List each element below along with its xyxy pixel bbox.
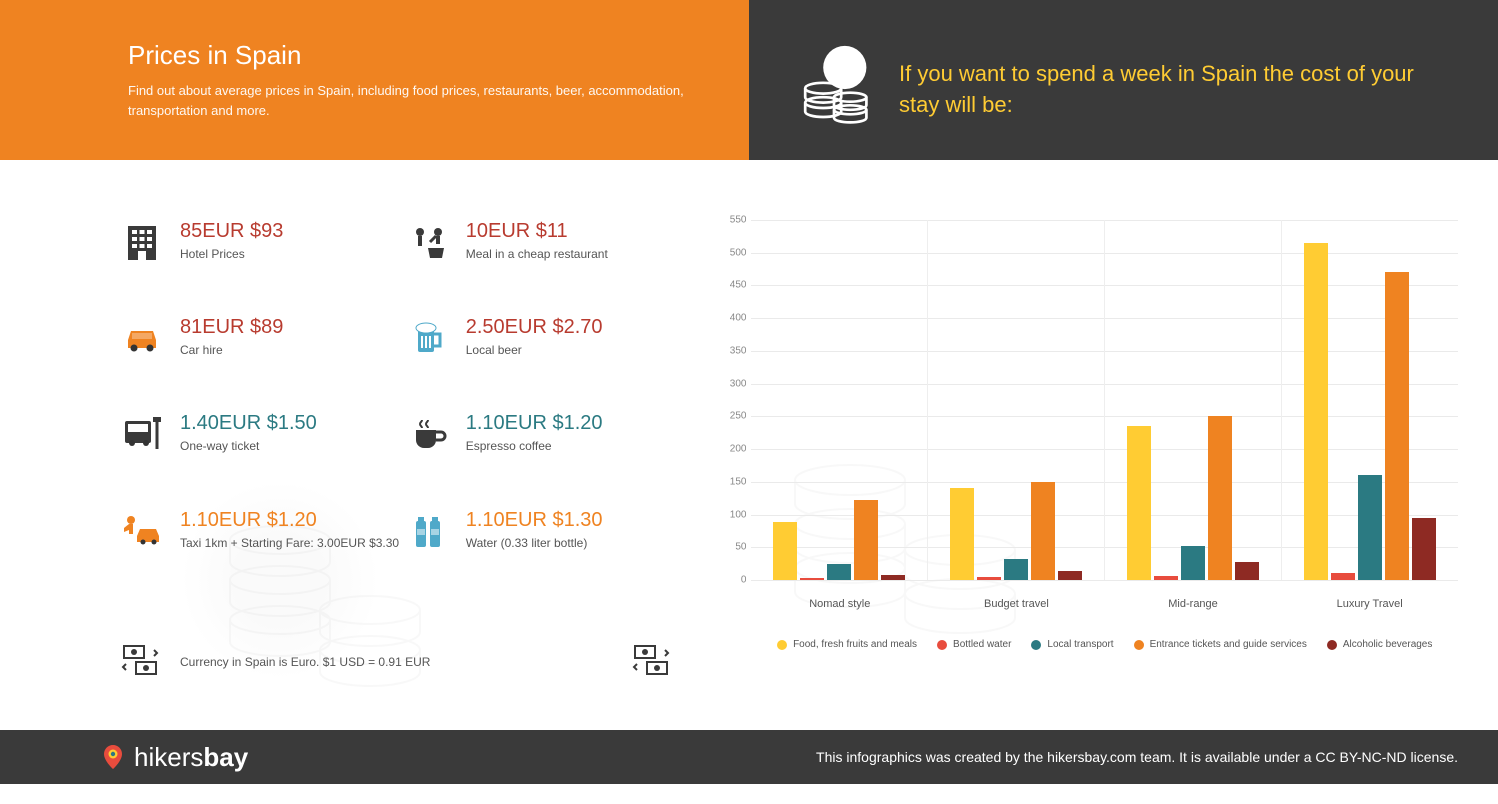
meal-icon (406, 220, 450, 264)
header-left: Prices in Spain Find out about average p… (0, 0, 749, 160)
weekly-cost-chart: 050100150200250300350400450500550 Nomad … (711, 220, 1468, 650)
price-label: Water (0.33 liter bottle) (466, 536, 603, 550)
exchange-icon (631, 640, 671, 685)
price-label: Hotel Prices (180, 247, 283, 261)
bar (1235, 562, 1259, 580)
bar (1058, 571, 1082, 580)
car-icon (120, 316, 164, 360)
price-amount: 1.10EUR $1.20 (466, 412, 603, 435)
y-tick-label: 400 (711, 313, 746, 324)
price-label: One-way ticket (180, 439, 317, 453)
logo: hikersbay (100, 742, 248, 773)
footer: hikersbay This infographics was created … (0, 730, 1498, 784)
main-content: 85EUR $93 Hotel Prices 10EUR $11 Meal in… (0, 160, 1498, 730)
bar-group (751, 220, 928, 580)
currency-note: Currency in Spain is Euro. $1 USD = 0.91… (120, 625, 691, 700)
price-item: 81EUR $89 Car hire (120, 316, 406, 390)
legend-item: Local transport (1031, 639, 1113, 650)
y-tick-label: 250 (711, 411, 746, 422)
coins-icon (789, 45, 879, 135)
y-tick-label: 350 (711, 345, 746, 356)
price-label: Car hire (180, 343, 283, 357)
y-tick-label: 450 (711, 280, 746, 291)
price-amount: 1.10EUR $1.30 (466, 509, 603, 532)
bar (800, 578, 824, 580)
water-icon (406, 509, 450, 553)
legend-item: Food, fresh fruits and meals (777, 639, 917, 650)
bar (1154, 576, 1178, 580)
price-item: 1.40EUR $1.50 One-way ticket (120, 412, 406, 486)
y-tick-label: 300 (711, 378, 746, 389)
price-item: 85EUR $93 Hotel Prices (120, 220, 406, 294)
price-item: 10EUR $11 Meal in a cheap restaurant (406, 220, 692, 294)
legend-item: Bottled water (937, 639, 1011, 650)
price-label: Espresso coffee (466, 439, 603, 453)
header: Prices in Spain Find out about average p… (0, 0, 1498, 160)
taxi-icon (120, 509, 164, 553)
x-tick-label: Mid-range (1105, 590, 1282, 610)
bar (1304, 243, 1328, 580)
building-icon (120, 220, 164, 264)
price-label: Meal in a cheap restaurant (466, 247, 608, 261)
y-tick-label: 200 (711, 444, 746, 455)
bar (854, 500, 878, 580)
price-amount: 81EUR $89 (180, 316, 283, 339)
y-tick-label: 50 (711, 542, 746, 553)
bar (1331, 573, 1355, 580)
legend-item: Alcoholic beverages (1327, 639, 1433, 650)
logo-pin-icon (100, 744, 126, 770)
prices-column: 85EUR $93 Hotel Prices 10EUR $11 Meal in… (30, 220, 691, 700)
header-right: If you want to spend a week in Spain the… (749, 0, 1498, 160)
coffee-icon (406, 412, 450, 456)
price-amount: 1.10EUR $1.20 (180, 509, 399, 532)
x-tick-label: Luxury Travel (1281, 590, 1458, 610)
footer-text: This infographics was created by the hik… (816, 749, 1458, 765)
price-amount: 1.40EUR $1.50 (180, 412, 317, 435)
bar (977, 577, 1001, 580)
legend-item: Entrance tickets and guide services (1134, 639, 1307, 650)
chart-column: 050100150200250300350400450500550 Nomad … (691, 220, 1468, 700)
price-label: Taxi 1km + Starting Fare: 3.00EUR $3.30 (180, 536, 399, 550)
x-tick-label: Nomad style (751, 590, 928, 610)
bar (1385, 272, 1409, 580)
page-subtitle: Find out about average prices in Spain, … (128, 81, 689, 120)
y-tick-label: 100 (711, 509, 746, 520)
price-item: 1.10EUR $1.20 Taxi 1km + Starting Fare: … (120, 509, 406, 583)
bar (827, 564, 851, 580)
y-tick-label: 500 (711, 247, 746, 258)
bar-group (928, 220, 1105, 580)
price-amount: 2.50EUR $2.70 (466, 316, 603, 339)
price-label: Local beer (466, 343, 603, 357)
bar (1208, 416, 1232, 580)
y-tick-label: 0 (711, 575, 746, 586)
bar (1031, 482, 1055, 580)
price-item: 1.10EUR $1.30 Water (0.33 liter bottle) (406, 509, 692, 583)
price-item: 2.50EUR $2.70 Local beer (406, 316, 692, 390)
bar (773, 522, 797, 580)
bar (950, 488, 974, 580)
y-tick-label: 550 (711, 215, 746, 226)
header-callout: If you want to spend a week in Spain the… (899, 59, 1418, 121)
bar-group (1105, 220, 1282, 580)
exchange-icon (120, 640, 160, 685)
page-title: Prices in Spain (128, 40, 689, 71)
y-tick-label: 150 (711, 476, 746, 487)
price-amount: 10EUR $11 (466, 220, 608, 243)
bar (1181, 546, 1205, 580)
bar (1412, 518, 1436, 580)
bar-group (1282, 220, 1458, 580)
bus-icon (120, 412, 164, 456)
price-amount: 85EUR $93 (180, 220, 283, 243)
beer-icon (406, 316, 450, 360)
chart-legend: Food, fresh fruits and meals Bottled wate… (751, 639, 1458, 650)
bar (1004, 559, 1028, 580)
price-item: 1.10EUR $1.20 Espresso coffee (406, 412, 692, 486)
bar (881, 575, 905, 580)
bar (1127, 426, 1151, 580)
x-tick-label: Budget travel (928, 590, 1105, 610)
bar (1358, 475, 1382, 580)
